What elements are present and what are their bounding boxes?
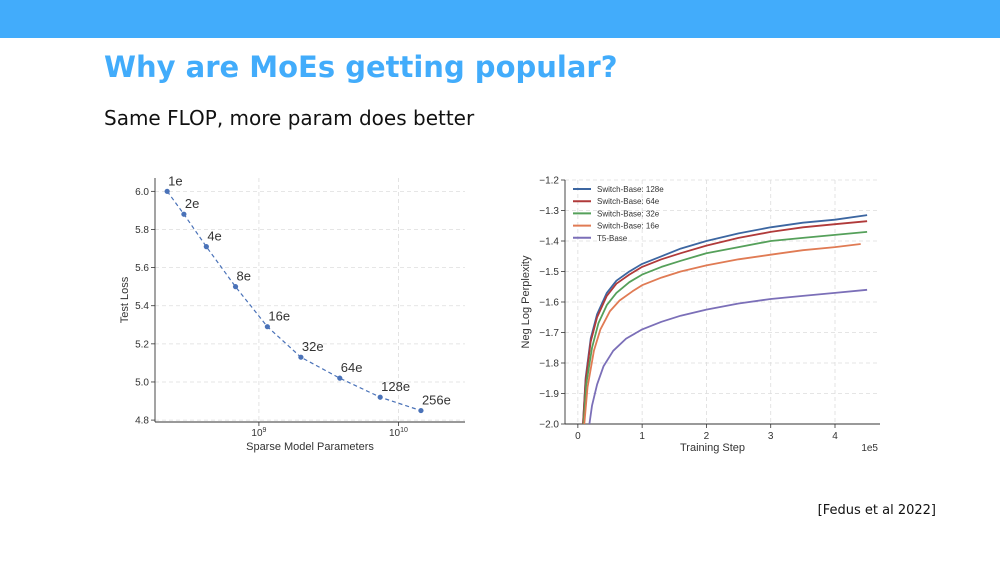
y-tick-label: −1.5 [539, 267, 559, 278]
point-label: 2e [185, 196, 199, 211]
y-tick-label: −1.7 [539, 328, 559, 339]
x-tick-label: 4 [832, 431, 838, 442]
x-axis-label: Sparse Model Parameters [246, 441, 374, 453]
legend-label: Switch-Base: 16e [597, 222, 660, 231]
x-tick-label: 0 [575, 431, 581, 442]
data-point [337, 375, 343, 381]
point-label: 32e [302, 339, 324, 354]
x-tick-label: 1010 [389, 427, 408, 439]
legend-label: Switch-Base: 64e [597, 197, 660, 206]
point-label: 4e [207, 229, 221, 244]
x-tick-exponent: 9 [263, 427, 267, 434]
y-tick-label: 6.0 [135, 187, 149, 198]
data-point [232, 284, 239, 290]
y-tick-label: 5.6 [135, 263, 149, 274]
header-bar [0, 0, 1000, 38]
series-group [582, 214, 868, 424]
y-tick-label: −1.9 [539, 389, 559, 400]
x-tick-label: 2 [704, 431, 710, 442]
data-point [264, 324, 270, 330]
neg-log-perplexity-chart: −2.0 −1.9 −1.8 −1.7 −1.6 −1.5 −1.4 −1.3 −1.2 0 1 2 3… [520, 176, 880, 454]
series-line-4 [588, 288, 868, 424]
x-tick-exponent: 10 [400, 427, 408, 434]
point-label: 8e [237, 269, 251, 284]
y-tick-label: −1.6 [539, 298, 559, 309]
y-tick-label: 4.8 [135, 416, 149, 427]
y-tick-label: 5.8 [135, 225, 149, 236]
y-tick-label: 5.2 [135, 339, 149, 350]
point-label: 128e [381, 379, 410, 394]
data-point [418, 407, 424, 414]
y-tick-label: −2.0 [539, 420, 559, 431]
data-point [203, 244, 209, 250]
point-label: 64e [341, 360, 363, 375]
y-tick-label: 5.0 [135, 377, 149, 388]
legend-label: T5-Base [597, 234, 628, 243]
x-axis-label: Training Step [680, 442, 745, 454]
series-line-2 [582, 231, 868, 424]
slide-subtitle: Same FLOP, more param does better [104, 106, 475, 130]
point-label: 256e [422, 393, 451, 408]
legend-label: Switch-Base: 128e [597, 185, 664, 194]
series-line-3 [583, 243, 861, 424]
legend-label: Switch-Base: 32e [597, 209, 660, 218]
plot-area [155, 178, 465, 422]
y-axis-label: Neg Log Perplexity [520, 255, 532, 348]
data-point [181, 211, 187, 217]
x-tick-label: 109 [251, 427, 266, 439]
data-point [298, 354, 304, 360]
x-tick-label: 3 [768, 431, 774, 442]
data-point [377, 394, 383, 400]
y-axis-label: Test Loss [119, 276, 131, 323]
y-tick-label: −1.4 [539, 237, 559, 248]
data-point [164, 188, 170, 194]
y-tick-label: 5.4 [135, 301, 149, 312]
x-axis-multiplier: 1e5 [861, 443, 878, 454]
slide-title: Why are MoEs getting popular? [104, 50, 618, 84]
y-tick-label: −1.8 [539, 359, 559, 370]
y-tick-label: −1.2 [539, 176, 559, 187]
x-tick-base: 10 [251, 428, 263, 439]
citation: [Fedus et al 2022] [817, 503, 936, 518]
series-line-1 [582, 220, 868, 424]
point-label: 1e [168, 173, 182, 188]
point-label: 16e [268, 309, 290, 324]
x-tick-base: 10 [389, 428, 401, 439]
series-line-0 [582, 214, 868, 424]
x-tick-label: 1 [639, 431, 645, 442]
y-tick-label: −1.3 [539, 206, 559, 217]
